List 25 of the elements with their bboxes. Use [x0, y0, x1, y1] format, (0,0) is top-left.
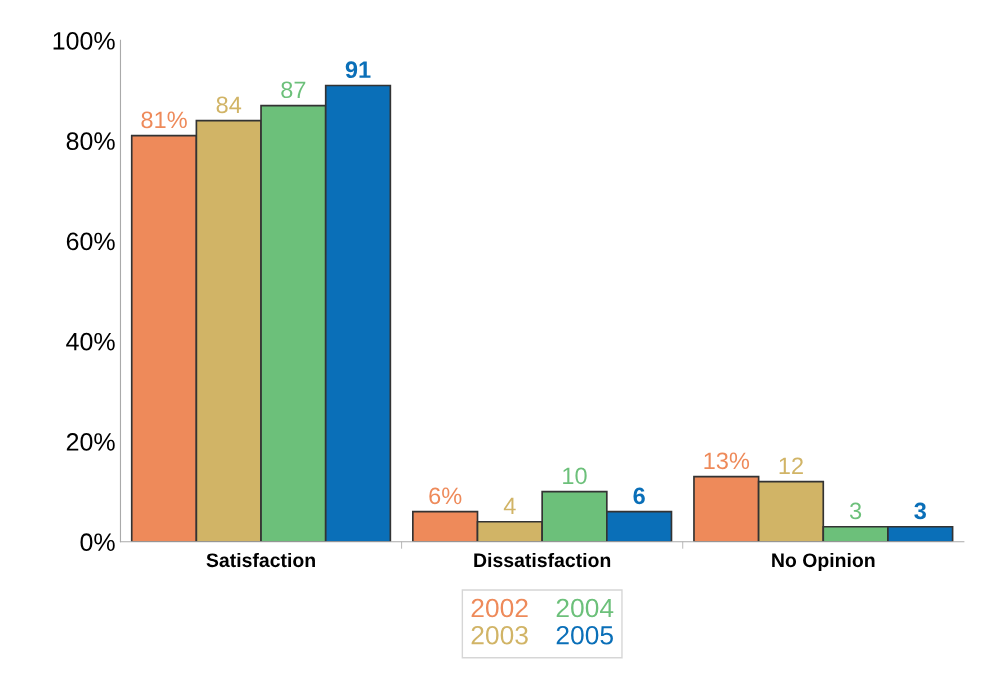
- data-label: 13%: [704, 452, 750, 470]
- y-tick-label: 0%: [80, 533, 115, 552]
- text: 2002: [471, 598, 528, 618]
- data-label: 3: [914, 502, 926, 520]
- data-label: 84: [216, 96, 242, 114]
- text: 2003: [471, 625, 528, 645]
- data-label: 4: [503, 497, 516, 515]
- y-tick-label: 60%: [66, 232, 115, 251]
- y-tick-label: 20%: [66, 433, 115, 451]
- data-label: 81%: [141, 111, 187, 129]
- y-tick-label: 40%: [66, 332, 115, 351]
- data-label: 3: [849, 502, 862, 520]
- x-tick-label: Satisfaction: [206, 552, 315, 568]
- data-label: 6: [633, 487, 645, 505]
- data-label: 12: [779, 457, 803, 474]
- data-label: 6%: [429, 487, 462, 505]
- x-tick-label: Dissatisfaction: [474, 552, 611, 568]
- data-label: 91: [345, 61, 371, 79]
- x-tick-label: No Opinion: [772, 552, 875, 571]
- data-label: 10: [563, 467, 587, 485]
- text: 2004: [556, 598, 614, 618]
- data-label: 87: [281, 81, 306, 99]
- y-tick-label: 80%: [66, 132, 115, 150]
- y-tick-label: 100%: [53, 31, 115, 50]
- text: 2005: [556, 625, 613, 645]
